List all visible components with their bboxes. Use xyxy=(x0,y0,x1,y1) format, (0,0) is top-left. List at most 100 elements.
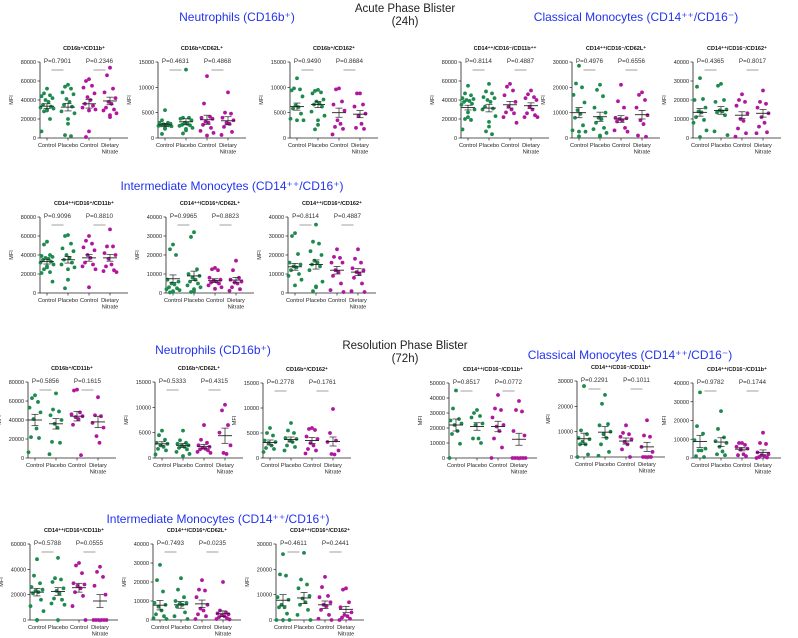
data-point xyxy=(70,604,75,608)
x-tick-label-line: Nitrate xyxy=(511,470,527,476)
data-point xyxy=(508,81,512,86)
data-point xyxy=(289,268,293,273)
y-tick-label: 60000 xyxy=(21,234,36,240)
x-tick-label-line: Control xyxy=(303,463,321,469)
data-point xyxy=(48,413,53,418)
x-tick-label-line: Dietary xyxy=(349,298,367,304)
data-point xyxy=(642,433,646,438)
x-tick-label-line: Nitrate xyxy=(90,470,106,476)
data-point xyxy=(285,443,289,448)
y-tick-label: 40000 xyxy=(21,98,36,104)
data-point xyxy=(29,585,34,589)
data-point xyxy=(164,287,169,292)
y-axis-label: MFI xyxy=(127,95,133,105)
data-point xyxy=(733,134,738,139)
data-point xyxy=(484,89,488,94)
data-point xyxy=(295,76,299,81)
data-point xyxy=(342,613,347,617)
x-tick-label-line: Control xyxy=(691,143,709,149)
data-point xyxy=(607,450,611,454)
data-point xyxy=(745,446,750,451)
data-point xyxy=(471,436,475,441)
data-point xyxy=(713,100,718,104)
data-point xyxy=(487,81,491,86)
y-tick-label: 40000 xyxy=(9,418,24,424)
data-point xyxy=(505,84,509,89)
data-point xyxy=(163,126,167,131)
y-tick-label: 10000 xyxy=(553,111,568,117)
data-point xyxy=(75,583,80,588)
x-tick-label-line: Control xyxy=(691,463,709,469)
panel-title: CD14⁺⁺/CD16⁻/CD162⁺ xyxy=(707,45,767,52)
data-point xyxy=(496,393,500,397)
data-point xyxy=(471,97,476,101)
x-tick-label: Control xyxy=(612,143,630,149)
x-tick-label-line: Control xyxy=(164,298,182,304)
data-point xyxy=(189,118,194,123)
data-point xyxy=(95,569,99,574)
x-tick-label: Dietary Nitrate xyxy=(351,143,369,156)
x-tick-label: Control xyxy=(26,463,44,469)
data-point xyxy=(587,437,592,442)
data-point xyxy=(198,129,203,133)
panel-title: CD14⁺⁺/CD16⁺/CD11b⁺ xyxy=(44,527,104,534)
data-point xyxy=(60,90,65,95)
data-point xyxy=(87,129,91,134)
x-tick-label: Dietary Nitrate xyxy=(91,625,109,638)
data-point xyxy=(218,608,222,613)
x-tick-label-line: Placebo xyxy=(308,143,328,149)
x-tick-label: Control xyxy=(288,143,306,149)
data-point xyxy=(84,79,88,83)
data-point xyxy=(522,433,527,438)
data-point xyxy=(703,105,708,110)
y-tick-label: 20000 xyxy=(134,580,149,586)
data-point xyxy=(51,106,56,111)
data-point xyxy=(48,270,52,274)
data-point xyxy=(48,117,52,121)
data-point xyxy=(42,267,46,272)
x-tick-label-line: Nitrate xyxy=(92,632,108,638)
data-point xyxy=(754,456,759,460)
data-point xyxy=(460,96,465,100)
data-point xyxy=(308,618,313,622)
y-tick-label: 20000 xyxy=(269,253,284,259)
x-tick-label: Control xyxy=(447,463,465,469)
x-tick-label: Placebo xyxy=(48,625,68,631)
data-point xyxy=(162,614,166,619)
data-point xyxy=(171,290,175,294)
data-point xyxy=(296,586,301,591)
data-point xyxy=(156,604,161,609)
acute-classical-title: Classical Monocytes (CD14⁺⁺/CD16⁻) xyxy=(533,10,739,24)
data-point xyxy=(67,255,72,260)
data-point xyxy=(192,289,196,293)
data-point xyxy=(96,395,100,400)
data-point xyxy=(599,117,604,121)
y-tick-label: 30000 xyxy=(257,542,272,548)
data-point xyxy=(302,550,306,555)
data-point xyxy=(207,444,212,449)
data-point xyxy=(325,440,330,444)
data-point xyxy=(315,437,320,441)
data-point xyxy=(754,131,759,136)
x-tick-label: Control xyxy=(575,462,593,468)
x-tick-label-line: Nitrate xyxy=(217,470,233,476)
data-point xyxy=(178,438,182,443)
data-point xyxy=(293,445,297,449)
data-point xyxy=(331,102,336,107)
x-tick-label: Placebo xyxy=(294,625,314,631)
p-value-label: P=0.8810 xyxy=(86,213,114,220)
x-tick-label: Dietary Nitrate xyxy=(638,462,656,475)
y-tick-label: 80000 xyxy=(442,60,457,66)
data-point xyxy=(81,85,86,90)
data-point xyxy=(295,118,299,123)
p-value-label: P=0.0555 xyxy=(76,540,104,547)
y-tick-label: 10000 xyxy=(136,405,151,411)
data-point xyxy=(582,100,587,105)
data-point xyxy=(157,433,161,438)
data-point xyxy=(195,450,200,454)
data-point xyxy=(624,423,628,428)
data-point xyxy=(522,115,527,119)
data-point xyxy=(334,87,338,92)
p-value-label: P=0.5333 xyxy=(159,378,187,385)
x-tick-label: Dietary Nitrate xyxy=(101,143,119,156)
